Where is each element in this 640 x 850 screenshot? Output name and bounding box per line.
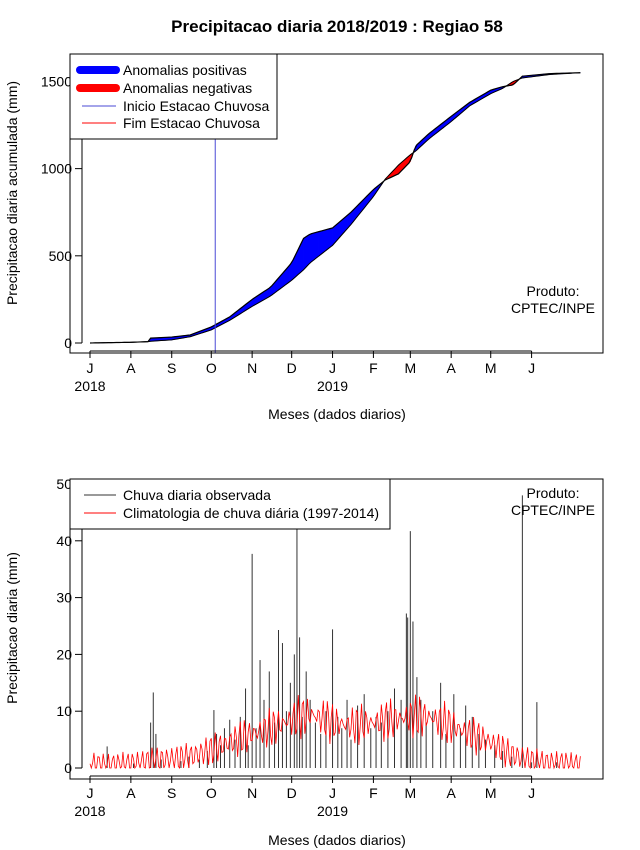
x-tick-label: A — [126, 360, 136, 376]
x-tick-label: S — [167, 785, 176, 801]
x-year-label: 2019 — [317, 803, 348, 819]
x-year-label: 2019 — [317, 378, 348, 394]
x-tick-label: D — [287, 360, 297, 376]
x-tick-label: F — [369, 785, 378, 801]
y-tick-label: 20 — [56, 646, 72, 662]
daily-y-axis: 0 10 20 30 40 50 — [56, 476, 83, 776]
x-tick-label: J — [329, 785, 336, 801]
daily-plot-area — [89, 495, 581, 770]
x-tick-label: N — [247, 785, 257, 801]
y-tick-label: 500 — [49, 248, 73, 264]
legend-label-observed: Chuva diaria observada — [123, 487, 271, 503]
cumulative-y-label: Precipitacao diaria acumulada (mm) — [4, 81, 20, 305]
y-tick-label: 0 — [64, 760, 72, 776]
legend-label-season-start: Inicio Estacao Chuvosa — [123, 98, 270, 114]
daily-annotation: Produto: CPTEC/INPE — [511, 485, 595, 518]
legend-label-season-end: Fim Estacao Chuvosa — [123, 115, 260, 131]
y-tick-label: 10 — [56, 703, 72, 719]
daily-x-axis: J A S O N D J F M A M J 2018 2019 — [74, 775, 535, 819]
y-tick-label: 40 — [56, 533, 72, 549]
x-year-label: 2018 — [74, 378, 105, 394]
x-tick-label: F — [369, 360, 378, 376]
cumulative-chart: Precipitacao diaria 2018/2019 : Regiao 5… — [4, 17, 604, 422]
x-tick-label: D — [287, 785, 297, 801]
x-year-label: 2018 — [74, 803, 105, 819]
x-tick-label: A — [447, 785, 457, 801]
annotation-line-2: CPTEC/INPE — [511, 300, 595, 316]
x-tick-label: J — [528, 785, 535, 801]
daily-chart: 0 10 20 30 40 50 J A S O N D J F M A M J 2018 2019 Meses (… — [4, 476, 604, 848]
cumulative-legend: Anomalias positivas Anomalias negativas … — [69, 53, 278, 140]
daily-y-label: Precipitacao diaria (mm) — [4, 552, 20, 704]
cumulative-plot-area — [89, 54, 581, 353]
daily-x-label: Meses (dados diarios) — [268, 832, 406, 848]
x-tick-label: O — [206, 785, 217, 801]
climatology-daily-line — [89, 694, 581, 770]
x-tick-label: J — [329, 360, 336, 376]
x-tick-label: N — [247, 360, 257, 376]
cumulative-x-label: Meses (dados diarios) — [268, 406, 406, 422]
x-tick-label: A — [447, 360, 457, 376]
legend-label-positive: Anomalias positivas — [123, 62, 247, 78]
climatology-cumulative-line — [89, 72, 581, 344]
legend-box — [69, 478, 391, 530]
y-tick-label: 50 — [56, 476, 72, 492]
x-tick-label: M — [404, 360, 416, 376]
y-tick-label: 30 — [56, 590, 72, 606]
legend-label-negative: Anomalias negativas — [123, 80, 252, 96]
y-tick-label: 0 — [64, 335, 72, 351]
cumulative-y-axis: 0 500 1000 1500 — [41, 73, 83, 351]
x-tick-label: S — [167, 360, 176, 376]
annotation-line-2: CPTEC/INPE — [511, 502, 595, 518]
daily-legend: Chuva diaria observada Climatologia de c… — [69, 478, 391, 530]
y-tick-label: 1000 — [41, 161, 72, 177]
x-tick-label: J — [87, 360, 94, 376]
observed-cumulative-line — [89, 72, 581, 344]
cumulative-annotation: Produto: CPTEC/INPE — [511, 283, 595, 316]
legend-label-climatology: Climatologia de chuva diária (1997-2014) — [123, 505, 379, 521]
x-tick-label: J — [528, 360, 535, 376]
x-tick-label: M — [485, 360, 497, 376]
x-tick-label: A — [126, 785, 136, 801]
x-tick-label: O — [206, 360, 217, 376]
annotation-line-1: Produto: — [527, 283, 580, 299]
annotation-line-1: Produto: — [527, 485, 580, 501]
x-tick-label: M — [485, 785, 497, 801]
cumulative-plot-frame — [69, 53, 604, 354]
x-tick-label: M — [404, 785, 416, 801]
chart-title: Precipitacao diaria 2018/2019 : Regiao 5… — [171, 17, 503, 36]
cumulative-x-axis: J A S O N D J F M A M J 2018 2019 — [74, 350, 535, 394]
y-tick-label: 1500 — [41, 73, 72, 89]
x-tick-label: J — [87, 785, 94, 801]
